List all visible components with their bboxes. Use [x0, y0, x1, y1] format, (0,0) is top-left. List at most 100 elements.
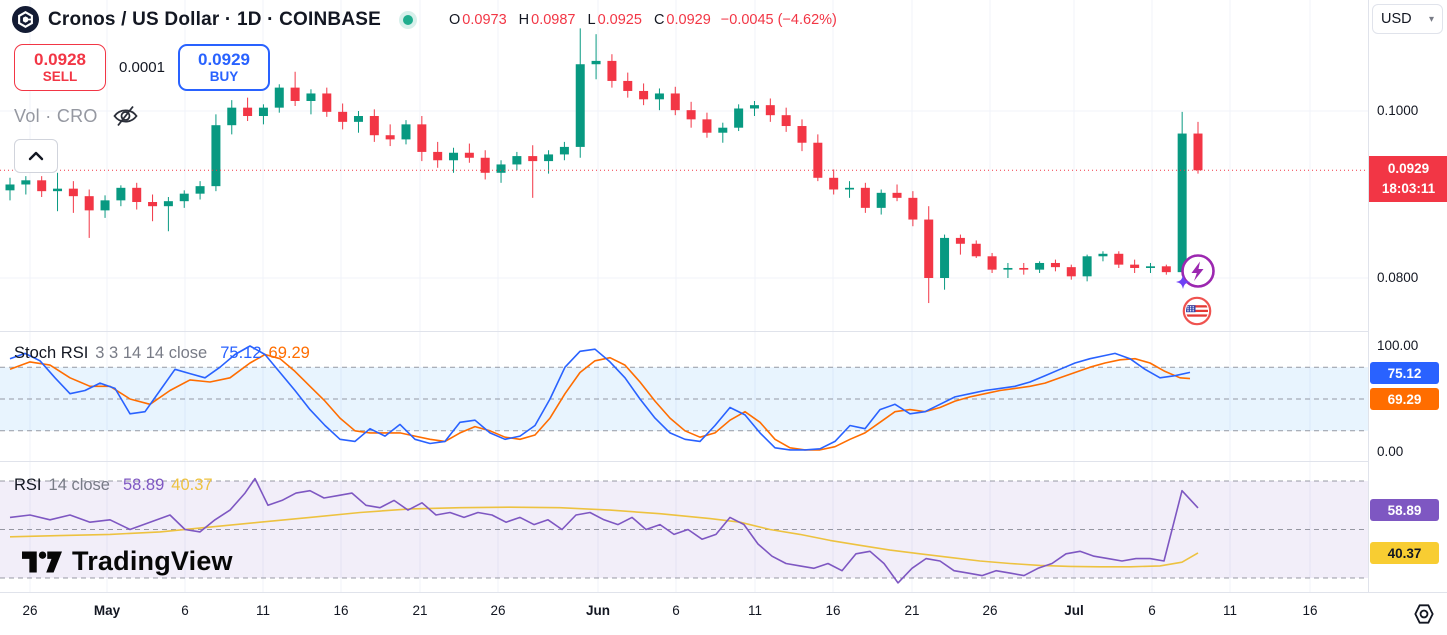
candle-body	[987, 256, 997, 270]
currency-selector[interactable]: USD ▾	[1372, 4, 1443, 34]
ai-insight-icon[interactable]	[1172, 251, 1218, 295]
stoch-tick-0: 0.00	[1377, 444, 1404, 459]
candle-body	[1145, 266, 1155, 268]
time-axis-label: 16	[825, 603, 841, 618]
candle-body	[876, 192, 886, 208]
candle-body	[1130, 264, 1140, 268]
low-label: L	[587, 11, 596, 28]
sell-button[interactable]: 0.0928 SELL	[14, 44, 106, 91]
candle-body	[433, 151, 443, 161]
candle-body	[639, 90, 649, 100]
candle-body	[290, 87, 300, 101]
time-axis-label: 11	[1222, 603, 1238, 618]
rsi-line	[9, 477, 1199, 584]
candle-body	[1193, 133, 1203, 171]
market-status-dot-icon[interactable]	[403, 14, 414, 25]
candle-body	[37, 180, 47, 192]
tradingview-logo-icon	[22, 550, 62, 573]
candle-body	[765, 105, 775, 116]
trade-buttons: 0.0928 SELL 0.0001 0.0929 BUY	[14, 44, 270, 91]
candle-body	[908, 197, 918, 220]
spread-value: 0.0001	[119, 59, 165, 76]
candle-body	[718, 127, 728, 133]
time-axis-label: 6	[672, 603, 680, 618]
candle-body	[971, 243, 981, 257]
candle-body	[385, 135, 395, 140]
time-axis[interactable]: 26 May 6 11 16 21 26 Jun 6 11 16 21 26 Jul 6 11 16	[0, 592, 1447, 635]
sell-label: SELL	[42, 69, 78, 85]
change-value: −0.0045 (−4.62%)	[720, 11, 837, 28]
candle-body	[243, 107, 253, 117]
candle-body	[1161, 266, 1171, 273]
candle-body	[100, 200, 110, 211]
candle-body	[955, 237, 965, 244]
open-label: O	[449, 11, 461, 28]
time-axis-label: 11	[747, 603, 763, 618]
candle-body	[179, 193, 189, 202]
open-value: 0.0973	[462, 11, 507, 28]
eye-off-icon[interactable]	[112, 104, 139, 128]
high-label: H	[518, 11, 530, 28]
time-axis-label: 21	[904, 603, 920, 618]
rsi-ma-line	[9, 506, 1199, 568]
volume-study-label[interactable]: Vol · CRO	[14, 105, 98, 126]
close-label: C	[653, 11, 665, 28]
stoch-d-value: 69.29	[268, 344, 310, 362]
candle-body	[1114, 253, 1124, 265]
bar-countdown: 18:03:11	[1381, 181, 1436, 196]
stoch-rsi-pane-title: Stoch RSI 3 3 14 14 close 75.12 69.29	[14, 344, 310, 363]
candle-body	[1050, 262, 1060, 268]
candle-body	[496, 164, 506, 173]
chevron-down-icon: ▾	[1428, 13, 1434, 25]
chart-canvas[interactable]	[0, 0, 1368, 592]
candle-body	[417, 124, 427, 152]
candle-body	[480, 157, 490, 173]
stoch-tick-100: 100.00	[1377, 338, 1419, 353]
high-value: 0.0987	[531, 11, 576, 28]
candle-body	[163, 201, 173, 207]
candle-body	[702, 119, 712, 133]
rsi-title[interactable]: RSI	[14, 476, 42, 494]
buy-price: 0.0929	[198, 50, 250, 70]
candle-body	[829, 177, 839, 190]
time-axis-label: 16	[333, 603, 349, 618]
candle-body	[132, 187, 142, 203]
currency-label: USD	[1381, 11, 1412, 27]
candle-body	[528, 156, 538, 162]
candle-body	[401, 124, 411, 140]
time-axis-label: Jul	[1064, 603, 1084, 618]
candle-body	[591, 60, 601, 65]
panes-settings-gear-icon[interactable]	[1411, 601, 1437, 627]
price-axis[interactable]: USD ▾ 0.1000 0.0929 18:03:11 0.0800 100.…	[1368, 0, 1447, 592]
buy-label: BUY	[209, 69, 239, 85]
collapse-legend-button[interactable]	[14, 139, 58, 173]
candle-body	[449, 152, 459, 161]
us-flag-event-icon[interactable]	[1182, 296, 1212, 326]
stoch-k-line	[9, 345, 1191, 451]
candle-body	[813, 142, 823, 178]
candle-body	[559, 146, 569, 155]
watermark-text: TradingView	[72, 546, 233, 576]
tradingview-watermark: TradingView	[22, 546, 233, 577]
stoch-d-line	[9, 353, 1191, 451]
candle-body	[1019, 267, 1029, 270]
candle-body	[940, 237, 950, 278]
candle-body	[116, 187, 126, 201]
candle-body	[607, 60, 617, 81]
candle-body	[464, 152, 474, 158]
buy-button[interactable]: 0.0929 BUY	[178, 44, 270, 91]
candle-body	[5, 184, 15, 191]
symbol-title[interactable]: Cronos / US Dollar · 1D · COINBASE	[48, 8, 382, 30]
rsi-ma-badge: 40.37	[1370, 542, 1439, 564]
stoch-rsi-title[interactable]: Stoch RSI	[14, 344, 89, 362]
candle-body	[544, 154, 554, 162]
candle-body	[369, 116, 379, 136]
candle-body	[860, 187, 870, 208]
rsi-badge: 58.89	[1370, 499, 1439, 521]
candle-body	[1082, 256, 1092, 277]
time-axis-label: 26	[490, 603, 506, 618]
candle-body	[1003, 267, 1013, 270]
stoch-rsi-params: 3 3 14 14 close	[95, 344, 208, 362]
candle-body	[84, 196, 94, 211]
